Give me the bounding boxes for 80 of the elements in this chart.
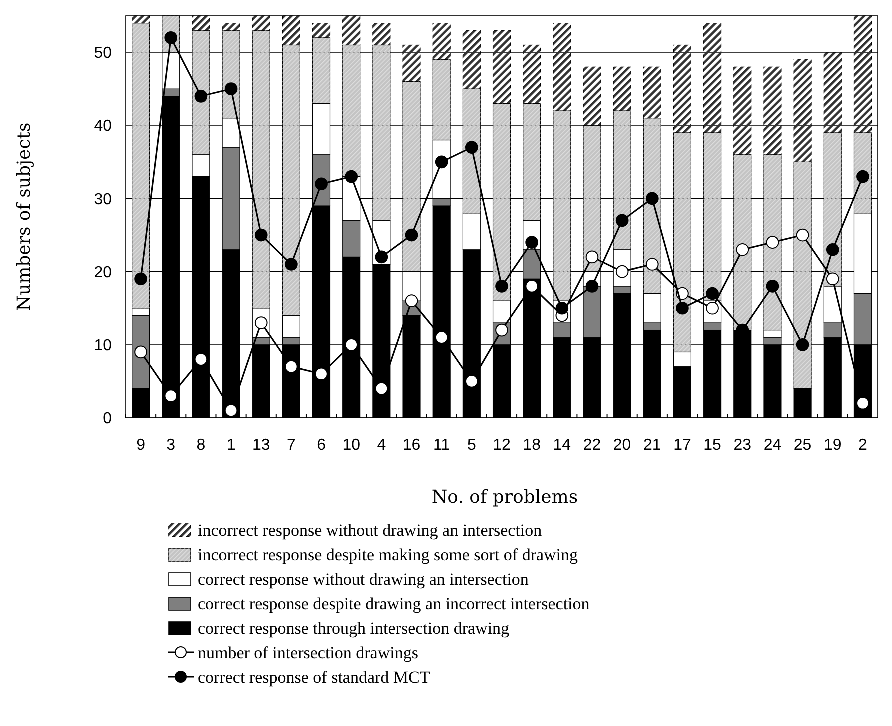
x-tick-label: 5: [467, 437, 476, 454]
point: [766, 236, 780, 249]
x-tick-label: 16: [402, 437, 421, 454]
x-tick-label: 14: [553, 437, 572, 454]
legend-label: correct response through intersection drawing: [198, 618, 510, 638]
x-tick-label: 7: [286, 437, 296, 454]
point: [134, 272, 148, 286]
x-tick-label: 17: [674, 437, 692, 454]
point: [194, 90, 208, 103]
point: [796, 338, 810, 352]
point: [706, 287, 719, 300]
x-tick-label: 3: [166, 437, 176, 454]
point: [134, 346, 148, 359]
legend-label: number of intersection drawings: [198, 643, 418, 662]
point: [375, 382, 388, 396]
point: [586, 280, 599, 293]
x-tick-label: 1: [226, 437, 236, 454]
x-tick-label: 22: [583, 437, 602, 454]
point: [646, 258, 659, 271]
legend-label: incorrect response despite making some sort of drawing: [198, 545, 579, 564]
point: [435, 331, 448, 344]
x-tick-label: 10: [342, 437, 361, 454]
x-tick-label: 21: [644, 437, 662, 454]
x-tick-label: 8: [196, 437, 206, 454]
x-tick-label: 23: [734, 437, 752, 454]
x-tick-label: 18: [523, 437, 542, 454]
y-tick-label: 10: [94, 338, 112, 355]
x-axis-title: No. of problems: [432, 487, 578, 508]
point: [736, 243, 750, 256]
point: [405, 294, 418, 308]
point: [496, 280, 508, 293]
x-tick-label: 24: [764, 437, 782, 454]
y-tick-label: 0: [103, 410, 112, 428]
x-tick-label: 25: [794, 437, 812, 454]
point: [164, 390, 178, 402]
point: [405, 228, 418, 242]
x-tick-label: 13: [252, 437, 270, 454]
point: [315, 368, 328, 381]
point: [526, 236, 538, 249]
point: [345, 170, 358, 184]
point: [224, 404, 238, 418]
y-tick-label: 40: [94, 118, 112, 136]
y-tick-label: 30: [94, 191, 112, 208]
point: [826, 272, 840, 286]
y-axis-title: Numbers of subjects: [14, 122, 35, 312]
point: [676, 302, 689, 315]
point: [285, 360, 298, 374]
x-tick-label: 6: [317, 437, 326, 454]
x-tick-label: 11: [434, 437, 450, 454]
point: [826, 243, 840, 256]
point: [466, 375, 478, 388]
x-tick-label: 19: [824, 437, 842, 454]
legend-label: correct response of standard MCT: [198, 668, 431, 687]
point: [856, 396, 870, 410]
point: [796, 228, 810, 242]
x-tick-label: 15: [704, 437, 722, 454]
x-tick-label: 2: [858, 437, 868, 454]
point: [224, 82, 238, 96]
point: [616, 214, 629, 228]
point: [254, 228, 268, 242]
x-tick-label: 4: [377, 437, 386, 454]
point: [345, 338, 358, 352]
point: [646, 192, 659, 206]
point: [526, 280, 538, 293]
x-tick-label: 20: [613, 437, 632, 454]
point: [375, 250, 388, 264]
x-tick-label: 9: [136, 437, 146, 454]
legend-label: incorrect response without drawing an intersection: [198, 520, 543, 540]
y-tick-label: 50: [94, 45, 112, 62]
point: [466, 141, 478, 154]
point: [285, 258, 298, 271]
point: [435, 156, 448, 169]
y-tick-label: 20: [94, 264, 112, 282]
point: [586, 250, 599, 264]
legend-label: correct response despite drawing an incorrect intersection: [198, 594, 590, 614]
point: [856, 170, 870, 184]
x-tick-label: 12: [493, 437, 511, 454]
point: [766, 280, 780, 293]
legend-label: correct response without drawing an intersection: [198, 570, 530, 589]
point: [194, 353, 208, 366]
